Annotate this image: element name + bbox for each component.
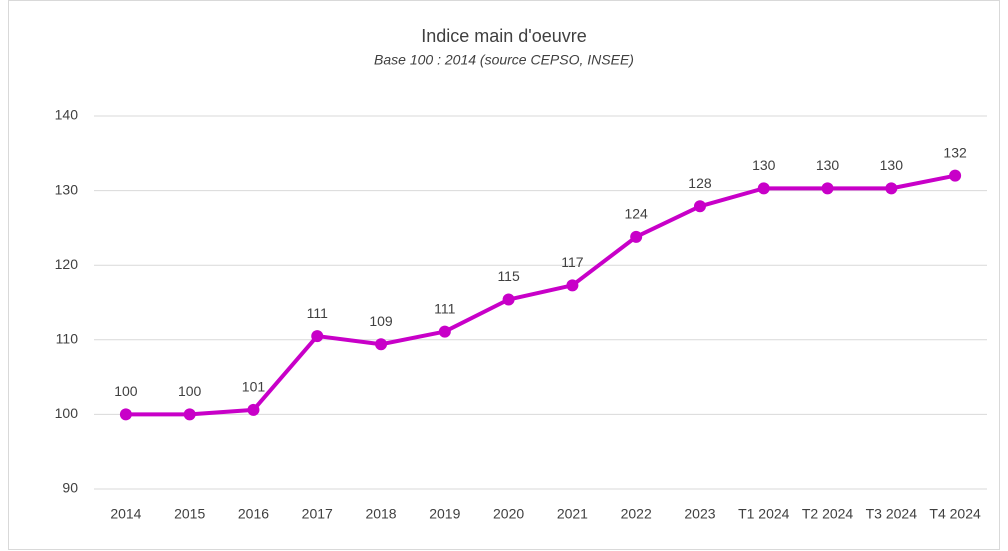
marker (885, 182, 898, 195)
data-label: 101 (242, 379, 266, 395)
chart-border (8, 0, 1000, 550)
data-label: 124 (624, 206, 648, 222)
y-tick-label: 140 (55, 107, 79, 123)
x-tick-label: 2014 (110, 506, 141, 522)
x-tick-label: T4 2024 (929, 506, 981, 522)
marker (757, 182, 770, 195)
x-tick-label: T1 2024 (738, 506, 790, 522)
x-tick-label: 2017 (302, 506, 333, 522)
marker (566, 279, 579, 292)
chart-title: Indice main d'oeuvre (421, 26, 587, 46)
data-label: 130 (816, 157, 840, 173)
x-tick-label: T2 2024 (802, 506, 854, 522)
y-tick-label: 120 (55, 256, 79, 272)
data-label: 128 (688, 175, 712, 191)
marker (630, 230, 643, 243)
x-tick-label: 2018 (365, 506, 396, 522)
marker (821, 182, 834, 195)
data-label: 117 (561, 254, 584, 270)
marker (949, 169, 962, 182)
marker (311, 330, 324, 343)
data-label: 111 (307, 305, 328, 321)
data-label: 130 (880, 157, 904, 173)
marker (438, 325, 451, 338)
x-tick-label: 2019 (429, 506, 460, 522)
data-label: 100 (114, 383, 138, 399)
data-label: 115 (497, 268, 520, 284)
data-label: 132 (943, 144, 967, 160)
y-tick-label: 110 (56, 331, 79, 347)
y-tick-label: 100 (55, 405, 79, 421)
data-label: 130 (752, 157, 776, 173)
x-tick-label: 2015 (174, 506, 205, 522)
x-tick-label: 2022 (621, 506, 652, 522)
marker (183, 408, 196, 421)
y-tick-label: 130 (55, 181, 79, 197)
marker (119, 408, 132, 421)
chart-subtitle: Base 100 : 2014 (source CEPSO, INSEE) (374, 52, 634, 68)
x-tick-label: 2021 (557, 506, 588, 522)
x-tick-label: T3 2024 (866, 506, 918, 522)
x-tick-label: 2023 (684, 506, 715, 522)
marker (247, 403, 260, 416)
marker (693, 200, 706, 213)
marker (375, 338, 388, 351)
x-tick-label: 2020 (493, 506, 524, 522)
line (125, 173, 956, 417)
marker (502, 293, 515, 306)
y-tick-label: 90 (62, 480, 78, 496)
data-label: 100 (178, 383, 202, 399)
data-label: 111 (434, 300, 455, 316)
data-label: 109 (369, 313, 393, 329)
x-tick-label: 2016 (238, 506, 269, 522)
